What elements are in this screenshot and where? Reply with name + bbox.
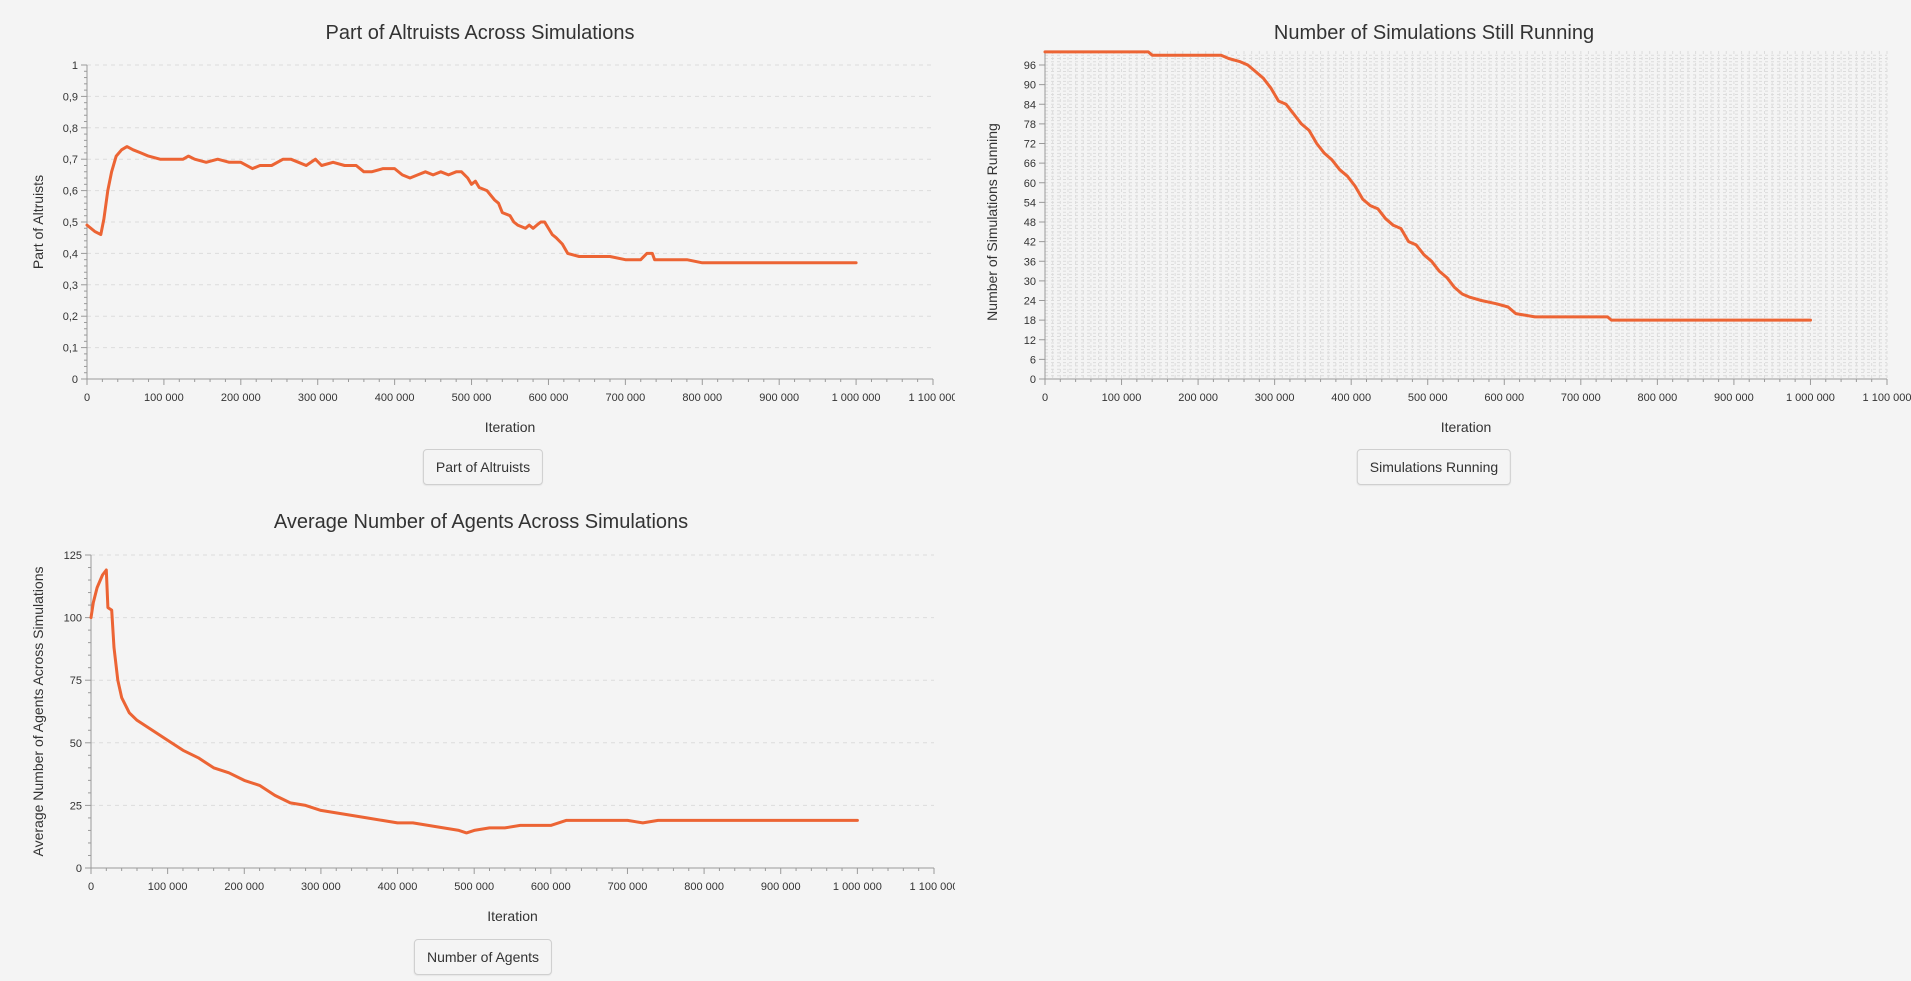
x-tick-label: 100 000: [148, 881, 188, 893]
x-tick-label: 100 000: [1102, 392, 1142, 404]
y-tick-label: 54: [1024, 197, 1036, 209]
y-tick-label: 48: [1024, 217, 1036, 229]
x-tick-label: 200 000: [1178, 392, 1218, 404]
y-tick-label: 0,1: [63, 343, 78, 355]
x-tick-label: 400 000: [375, 392, 415, 404]
y-tick-label: 0,5: [63, 217, 78, 229]
x-tick-label: 300 000: [301, 881, 341, 893]
x-tick-label: 1 000 000: [832, 392, 881, 404]
x-tick-label: 0: [84, 392, 90, 404]
y-tick-label: 0,2: [63, 311, 78, 323]
x-tick-label: 1 000 000: [1786, 392, 1835, 404]
y-tick-label: 90: [1024, 80, 1036, 92]
y-axis-label: Part of Altruists: [30, 175, 46, 269]
x-tick-label: 500 000: [454, 881, 494, 893]
x-tick-label: 1 000 000: [833, 881, 882, 893]
x-tick-label: 500 000: [452, 392, 492, 404]
y-tick-label: 78: [1024, 119, 1036, 131]
y-tick-label: 24: [1024, 296, 1036, 308]
y-tick-label: 18: [1024, 315, 1036, 327]
y-tick-label: 96: [1024, 60, 1036, 72]
y-tick-label: 36: [1024, 256, 1036, 268]
legend-button-altruists[interactable]: Part of Altruists: [422, 449, 544, 485]
x-tick-label: 100 000: [144, 392, 184, 404]
y-axis-label: Average Number of Agents Across Simulati…: [30, 566, 46, 856]
y-tick-label: 0,6: [63, 186, 78, 198]
x-tick-label: 900 000: [761, 881, 801, 893]
y-tick-label: 25: [70, 800, 82, 812]
x-tick-label: 600 000: [531, 881, 571, 893]
x-tick-label: 900 000: [1714, 392, 1754, 404]
y-tick-label: 0,9: [63, 91, 78, 103]
y-tick-label: 0,3: [63, 280, 78, 292]
y-tick-label: 12: [1024, 335, 1036, 347]
x-tick-label: 0: [88, 881, 94, 893]
y-tick-label: 1: [72, 60, 78, 72]
x-axis-label: Iteration: [485, 419, 536, 435]
x-tick-label: 0: [1042, 392, 1048, 404]
y-tick-label: 0,4: [63, 248, 78, 260]
x-tick-label: 800 000: [682, 392, 722, 404]
y-tick-label: 72: [1024, 139, 1036, 151]
x-tick-label: 700 000: [608, 881, 648, 893]
x-tick-label: 400 000: [1331, 392, 1371, 404]
chart-title-agents: Average Number of Agents Across Simulati…: [273, 511, 689, 533]
x-tick-label: 200 000: [224, 881, 264, 893]
x-tick-label: 1 100 000: [910, 881, 955, 893]
x-tick-label: 800 000: [684, 881, 724, 893]
x-tick-label: 700 000: [1561, 392, 1601, 404]
x-tick-label: 500 000: [1408, 392, 1448, 404]
legend-button-running[interactable]: Simulations Running: [1356, 449, 1512, 485]
series-line: [1043, 50, 1812, 322]
plot-area: [91, 555, 934, 868]
y-axis-label: Number of Simulations Running: [984, 123, 1000, 321]
x-axis-label: Iteration: [1441, 419, 1492, 435]
x-tick-label: 1 100 000: [1863, 392, 1911, 404]
y-tick-label: 0: [72, 374, 78, 386]
y-tick-label: 6: [1030, 354, 1036, 366]
chart-title-running: Number of Simulations Still Running: [1273, 22, 1595, 44]
x-tick-label: 200 000: [221, 392, 261, 404]
x-tick-label: 600 000: [1484, 392, 1524, 404]
x-tick-label: 400 000: [378, 881, 418, 893]
y-tick-label: 125: [64, 550, 82, 562]
y-tick-label: 50: [70, 738, 82, 750]
y-tick-label: 0,7: [63, 154, 78, 166]
x-tick-label: 600 000: [529, 392, 569, 404]
x-axis-label: Iteration: [487, 908, 538, 924]
y-tick-label: 0: [76, 863, 82, 875]
x-tick-label: 800 000: [1637, 392, 1677, 404]
y-tick-label: 84: [1024, 99, 1036, 111]
series-line: [85, 145, 858, 265]
y-tick-label: 66: [1024, 158, 1036, 170]
x-tick-label: 300 000: [1255, 392, 1295, 404]
y-tick-label: 0,8: [63, 123, 78, 135]
series-line: [89, 568, 859, 835]
chart-running: 0 6 12 18 24 30 36 42 48 54 60 66 72 78 84 90 96 0 100 000…: [984, 50, 1911, 435]
x-tick-label: 900 000: [759, 392, 799, 404]
y-tick-label: 30: [1024, 276, 1036, 288]
legend-button-agents[interactable]: Number of Agents: [413, 939, 553, 975]
chart-agents: 0 25 50 75 100 125 0 100 000 200 000 300 000 400 0…: [30, 550, 955, 924]
y-tick-label: 75: [70, 675, 82, 687]
x-tick-label: 1 100 000: [909, 392, 955, 404]
y-tick-label: 0: [1030, 374, 1036, 386]
y-tick-label: 42: [1024, 237, 1036, 249]
y-tick-label: 100: [64, 613, 82, 625]
x-tick-label: 700 000: [605, 392, 645, 404]
y-tick-label: 60: [1024, 178, 1036, 190]
chart-altruists: 0 0,1 0,2 0,3 0,4 0,5 0,6 0,7 0,8 0,9 1 0 100 000 200…: [30, 60, 955, 435]
x-tick-label: 300 000: [298, 392, 338, 404]
chart-title-altruists: Part of Altruists Across Simulations: [325, 22, 635, 44]
